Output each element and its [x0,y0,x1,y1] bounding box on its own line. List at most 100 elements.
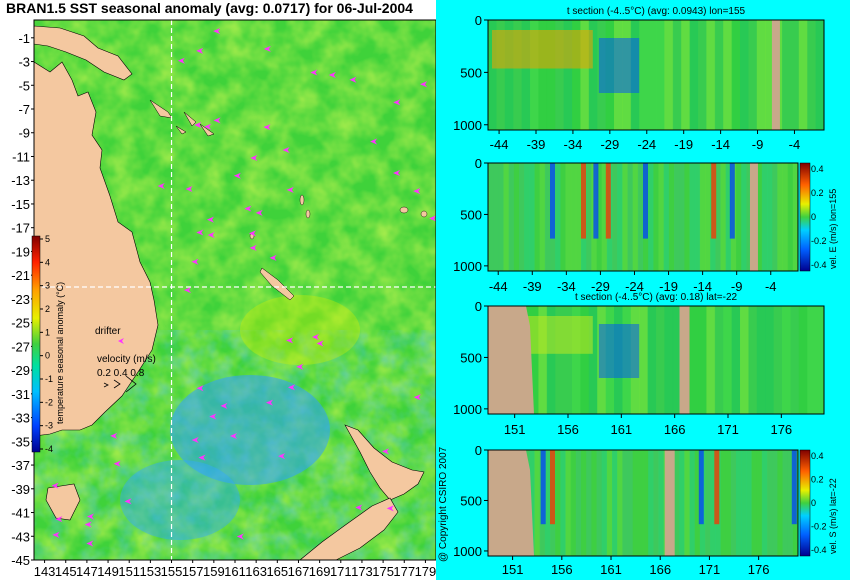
section-texture-strip [538,306,548,414]
section-land-mask [771,20,780,130]
lat-tick-label: -5 [18,78,30,93]
section-texture-strip [513,163,520,271]
section-texture-strip [637,450,644,556]
drifter-marker [413,188,421,195]
drifter-marker [209,413,217,420]
x-tick-label: 176 [770,422,792,437]
section-texture-strip [513,20,523,130]
section-texture-strip [586,450,592,556]
drifter-marker [52,531,60,538]
drifter-marker [355,504,363,511]
lon-tick-label: 179 [415,564,437,579]
section-texture-strip [674,163,680,271]
y-tick-label: 0 [475,13,482,28]
lat-tick-label: -17 [11,221,30,236]
velocity-jet [540,450,546,525]
colorbar-tick-label: 3 [45,281,50,291]
section-texture-strip [627,163,634,271]
section-texture-strip [807,20,817,130]
drifter-marker [191,436,199,443]
section-texture-strip [555,20,565,130]
section-texture-strip [596,163,603,271]
x-tick-label: -29 [600,137,619,152]
x-tick-label: -24 [637,137,656,152]
section-texture-strip [519,163,525,271]
section-texture-strip [622,163,628,271]
lon-tick-label: 163 [245,564,267,579]
section-texture-strip [572,20,581,130]
colorbar-tick-label: -0.2 [811,236,827,246]
x-tick-label: 161 [600,562,622,577]
section-texture-strip [493,163,499,271]
section-texture-strip [672,306,682,414]
lat-tick-label: -13 [11,173,30,188]
section-texture-strip [555,163,561,271]
colorbar-tick-label: -0.4 [811,260,827,270]
drifter-legend-marker [118,338,124,344]
velocity-jet [729,163,735,239]
section-texture-strip [725,450,732,556]
colorbar-tick-label: 0.4 [811,164,824,174]
lat-tick-label: -35 [11,434,30,449]
section-texture-strip [748,20,758,130]
section-texture-strip [663,163,670,271]
section-texture-strip [639,20,649,130]
x-tick-label: 151 [502,562,524,577]
drifter-marker [206,216,214,223]
section-texture-strip [658,163,665,271]
section-texture-strip [710,450,716,556]
y-tick-label: 500 [460,350,482,365]
section-texture-strip [731,20,741,130]
section-texture-strip [699,163,706,271]
section-texture-strip [730,450,737,556]
x-tick-label: -44 [489,279,508,294]
section-texture-strip [681,20,691,130]
lat-tick-label: -25 [11,316,30,331]
section-texture-strip [656,20,665,130]
drifter-marker [55,516,63,523]
section-land-mask [664,450,675,556]
x-tick-label: 171 [717,422,739,437]
colorbar-tick-label: -1 [45,374,53,384]
section-texture-strip [782,306,791,414]
section-texture-strip [664,20,674,130]
lon-tick-label: 177 [393,564,415,579]
section-panel-3: 151 156 161 166 171 176 0 500 1000 t section (-4.… [453,292,825,437]
drifter-marker [124,498,132,505]
section-texture-strip [668,163,675,271]
section-texture-strip [563,20,573,130]
lat-tick-label: -43 [11,529,30,544]
section-texture-strip [706,20,716,130]
drifter-marker [207,231,215,238]
y-tick-label: 0 [475,156,482,171]
velocity-jet [791,450,797,525]
drifter-marker [349,76,357,83]
drifter-marker [282,147,290,154]
section-texture-strip [772,450,778,556]
cool-subsurface-feature [598,38,640,93]
section-texture-strip [705,450,711,556]
drifter-marker [286,186,294,193]
velocity-colorbar [799,449,811,557]
section-texture-strip [565,163,572,271]
section-texture-strip [647,306,657,414]
section-texture-strip [741,450,747,556]
drifter-marker [263,124,271,131]
drifter-marker [177,57,185,64]
drifter-marker [386,505,394,512]
drifter-marker [233,172,241,179]
small-islands [249,194,428,240]
colorbar-tick-label: 1 [45,327,50,337]
section-texture-strip [664,306,674,414]
section-texture-strip [538,20,548,130]
map-colorbar [31,235,41,453]
section-title: t section (-4..5°C) (avg: 0.18) lat=-22 [575,292,738,303]
section-texture-strip [639,306,649,414]
section-texture-strip [544,163,551,271]
section-texture-strip [632,450,639,556]
x-tick-label: 166 [664,422,686,437]
section-texture-strip [792,163,799,271]
section-texture-strip [767,450,773,556]
drifter-marker [184,287,192,294]
section-texture-strip [689,450,696,556]
